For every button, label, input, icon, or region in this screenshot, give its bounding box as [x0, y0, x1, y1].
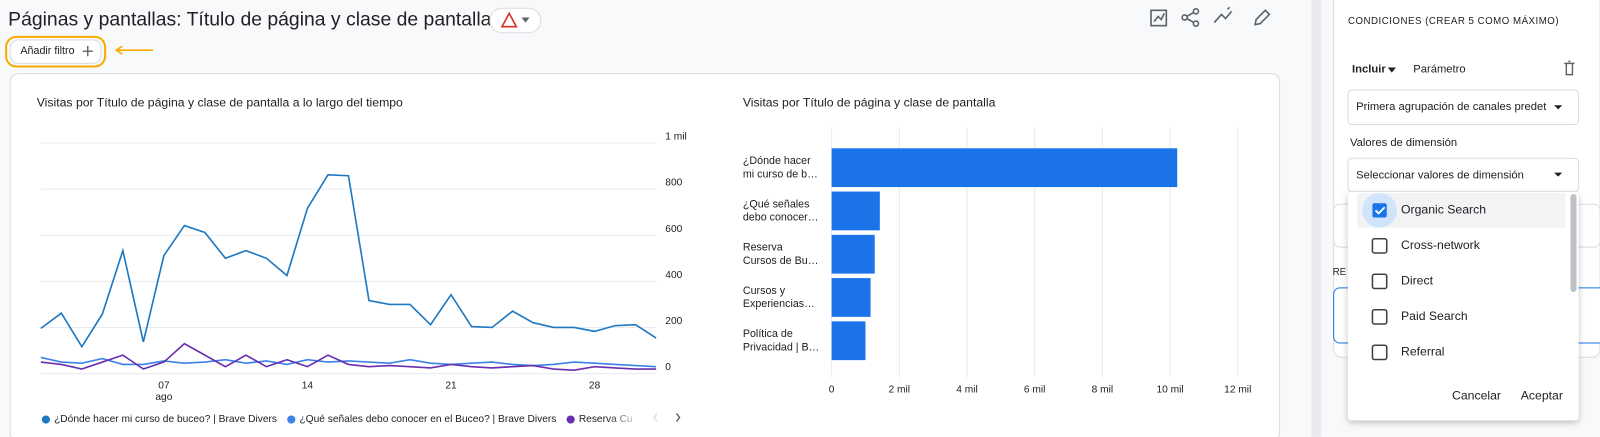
- legend-marker: [287, 415, 296, 424]
- bar: [831, 191, 880, 231]
- values-label: Valores de dimensión: [1350, 137, 1457, 149]
- option[interactable]: Referral: [1371, 344, 1445, 361]
- checkbox-checked: [1372, 203, 1387, 218]
- chart-card: [9, 73, 1281, 437]
- y-tick-label: 600: [665, 224, 682, 235]
- legend-label: ¿Dónde hacer mi curso de buceo? | Brave …: [54, 414, 277, 425]
- add-filter-button[interactable]: Añadir filtro: [5, 35, 107, 68]
- hint-arrow: [114, 45, 154, 55]
- checkbox: [1371, 308, 1388, 325]
- option[interactable]: Organic Search: [1357, 192, 1566, 228]
- option-label: Paid Search: [1401, 309, 1468, 323]
- panel-heading: CONDICIONES (CREAR 5 COMO MÁXIMO): [1348, 16, 1559, 27]
- option-label: Organic Search: [1401, 203, 1486, 217]
- series-line: [40, 356, 657, 368]
- legend-marker: [41, 415, 50, 424]
- chart-title: Visitas por Título de página y clase de …: [37, 95, 403, 109]
- warning-button[interactable]: [489, 7, 542, 34]
- option[interactable]: Direct: [1371, 273, 1434, 290]
- checkmark: [1374, 206, 1386, 215]
- x-tick-label: 8 mil: [1092, 385, 1114, 396]
- caret: [1387, 67, 1396, 73]
- y-category-label: Cursos y Experiencias…: [743, 285, 815, 310]
- legend-label: Reserva Cu: [579, 414, 633, 425]
- toolbar-icons[interactable]: [1150, 6, 1271, 27]
- y-category-label: ¿Qué señales debo conocer…: [743, 198, 819, 223]
- x-tick-label: 12 mil: [1224, 385, 1251, 396]
- bar: [831, 234, 875, 274]
- bar: [831, 148, 1178, 188]
- legend-pager[interactable]: [653, 412, 681, 422]
- bar: [831, 278, 871, 317]
- accept-button[interactable]: Aceptar: [1521, 388, 1563, 402]
- x-tick-label: 14: [302, 381, 314, 392]
- x-tick-label: 2 mil: [889, 385, 911, 396]
- dimension-value: Primera agrupación de canales predet: [1356, 101, 1547, 113]
- option-label: Cross-network: [1401, 238, 1481, 252]
- parameter-label: Parámetro: [1413, 63, 1465, 75]
- x-tick-label: 07: [158, 381, 170, 392]
- y-tick-label: 400: [665, 270, 682, 281]
- x-tick-label: 21: [445, 381, 457, 392]
- option-label: Direct: [1401, 274, 1434, 288]
- hidden-label: RE: [1333, 267, 1347, 278]
- y-tick-label: 0: [665, 362, 671, 373]
- values-placeholder: Seleccionar valores de dimensión: [1356, 170, 1524, 182]
- include-select[interactable]: Incluir: [1352, 63, 1386, 75]
- series-line: [40, 342, 657, 371]
- charts: Visitas por Título de página y clase de …: [37, 95, 1251, 431]
- bar: [831, 321, 866, 361]
- delete-icon[interactable]: [1564, 60, 1575, 76]
- options-popup: Organic Search Cross-network Direct Paid Se…: [1347, 191, 1579, 421]
- x-tick-label: 6 mil: [1024, 385, 1046, 396]
- dimension-select[interactable]: Primera agrupación de canales predet: [1347, 89, 1580, 126]
- x-tick-label: 28: [589, 381, 601, 392]
- scrollbar: [1570, 194, 1577, 292]
- values-select[interactable]: Seleccionar valores de dimensión: [1347, 157, 1580, 193]
- cancel-button[interactable]: Cancelar: [1452, 388, 1501, 402]
- x-month-label: ago: [155, 392, 172, 403]
- y-category-label: Política de Privacidad | B…: [743, 328, 820, 353]
- page-title: Páginas y pantallas: Título de página y …: [8, 9, 491, 31]
- option[interactable]: Paid Search: [1371, 308, 1468, 325]
- legend-fade: [607, 408, 643, 431]
- y-category-label: ¿Dónde hacer mi curso de b…: [743, 155, 818, 180]
- option-label: Referral: [1401, 345, 1445, 359]
- checkbox: [1371, 273, 1388, 290]
- legend-marker: [566, 415, 575, 424]
- y-tick-label: 1 mil: [665, 132, 687, 143]
- option[interactable]: Cross-network: [1371, 237, 1481, 254]
- add-filter-label: Añadir filtro: [20, 45, 74, 57]
- x-tick-label: 4 mil: [956, 385, 978, 396]
- divider: [1311, 0, 1322, 437]
- x-tick-label: 10 mil: [1156, 385, 1183, 396]
- checkbox: [1371, 344, 1388, 361]
- y-category-label: Reserva Cursos de Bu…: [743, 241, 819, 266]
- x-tick-label: 0: [829, 385, 835, 396]
- chart-title: Visitas por Título de página y clase de …: [743, 95, 996, 109]
- y-tick-label: 800: [665, 178, 682, 189]
- legend-label: ¿Qué señales debo conocer en el Buceo? |…: [299, 414, 556, 425]
- checkbox: [1371, 237, 1388, 254]
- series-line: [40, 173, 657, 349]
- y-tick-label: 200: [665, 316, 682, 327]
- legend: ¿Dónde hacer mi curso de buceo? | Brave …: [41, 414, 633, 425]
